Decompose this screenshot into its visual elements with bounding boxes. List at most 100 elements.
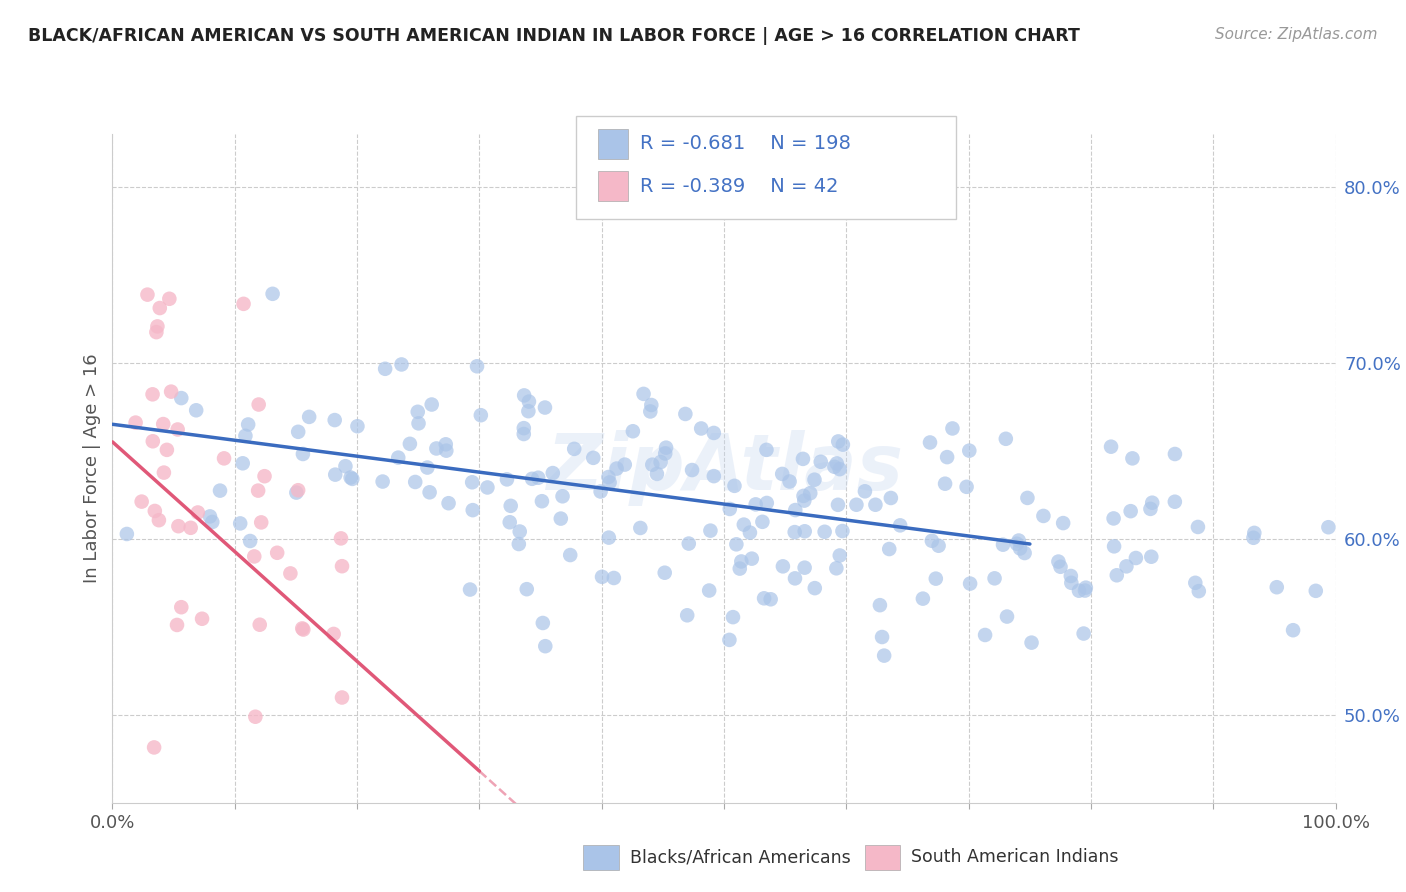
- Point: [434, 437, 457, 451]
- Point: [1060, 569, 1083, 583]
- Point: [983, 571, 1005, 585]
- Point: [870, 630, 893, 644]
- Point: [792, 489, 814, 503]
- Point: [287, 425, 309, 439]
- Point: [170, 391, 193, 405]
- Point: [955, 480, 977, 494]
- Point: [180, 521, 202, 535]
- Point: [678, 536, 700, 550]
- Point: [744, 497, 766, 511]
- Point: [755, 442, 778, 457]
- Point: [291, 621, 314, 635]
- Point: [828, 462, 851, 476]
- Point: [143, 504, 166, 518]
- Point: [374, 361, 396, 376]
- Point: [238, 417, 260, 432]
- Point: [640, 404, 662, 418]
- Point: [1032, 508, 1054, 523]
- Point: [291, 830, 314, 845]
- Point: [1184, 575, 1206, 590]
- Point: [911, 591, 934, 606]
- Point: [1188, 584, 1211, 599]
- Point: [603, 571, 626, 585]
- Point: [287, 483, 309, 498]
- Point: [416, 460, 439, 475]
- Point: [783, 571, 806, 585]
- Point: [458, 582, 481, 597]
- Point: [845, 498, 868, 512]
- Text: South American Indians: South American Indians: [911, 848, 1119, 866]
- Point: [641, 458, 664, 472]
- Point: [1017, 491, 1039, 505]
- Point: [1102, 539, 1125, 553]
- Point: [941, 421, 963, 435]
- Text: Blacks/African Americans: Blacks/African Americans: [630, 848, 851, 866]
- Point: [551, 489, 574, 503]
- Point: [613, 458, 636, 472]
- Point: [156, 442, 179, 457]
- Point: [785, 503, 807, 517]
- Point: [499, 515, 522, 529]
- Point: [831, 524, 853, 538]
- Point: [262, 286, 284, 301]
- Point: [131, 494, 153, 508]
- Point: [212, 451, 235, 466]
- Point: [654, 566, 676, 580]
- Point: [371, 475, 394, 489]
- Point: [420, 397, 443, 411]
- Point: [249, 617, 271, 632]
- Point: [718, 632, 741, 647]
- Point: [1021, 635, 1043, 649]
- Point: [606, 461, 628, 475]
- Point: [465, 359, 488, 374]
- Point: [640, 398, 662, 412]
- Point: [703, 425, 725, 440]
- Point: [149, 301, 172, 315]
- Point: [461, 475, 484, 490]
- Point: [877, 542, 900, 557]
- Point: [245, 710, 267, 724]
- Point: [793, 524, 815, 539]
- Point: [232, 456, 254, 470]
- Point: [146, 319, 169, 334]
- Point: [229, 516, 252, 531]
- Point: [461, 503, 484, 517]
- Point: [793, 560, 815, 574]
- Point: [825, 561, 848, 575]
- Point: [728, 561, 751, 575]
- Point: [723, 479, 745, 493]
- Point: [1164, 494, 1187, 508]
- Point: [346, 419, 368, 434]
- Point: [253, 469, 276, 483]
- Point: [1047, 555, 1070, 569]
- Point: [755, 496, 778, 510]
- Point: [810, 455, 832, 469]
- Point: [387, 450, 409, 465]
- Text: R = -0.389    N = 42: R = -0.389 N = 42: [640, 177, 838, 196]
- Point: [1121, 451, 1143, 466]
- Point: [399, 437, 422, 451]
- Point: [1073, 626, 1095, 640]
- Point: [759, 592, 782, 607]
- Point: [738, 525, 761, 540]
- Point: [143, 740, 166, 755]
- Point: [598, 470, 620, 484]
- Point: [1265, 580, 1288, 594]
- Point: [470, 408, 492, 422]
- Point: [330, 559, 353, 574]
- Point: [673, 407, 696, 421]
- Point: [477, 480, 499, 494]
- Point: [650, 455, 672, 469]
- Point: [186, 403, 208, 417]
- Point: [335, 459, 357, 474]
- Point: [1243, 531, 1265, 545]
- Point: [628, 521, 651, 535]
- Point: [1105, 568, 1128, 582]
- Point: [772, 559, 794, 574]
- Point: [1102, 511, 1125, 525]
- Point: [239, 534, 262, 549]
- Point: [589, 484, 612, 499]
- Point: [153, 466, 176, 480]
- Point: [1115, 559, 1137, 574]
- Point: [957, 443, 980, 458]
